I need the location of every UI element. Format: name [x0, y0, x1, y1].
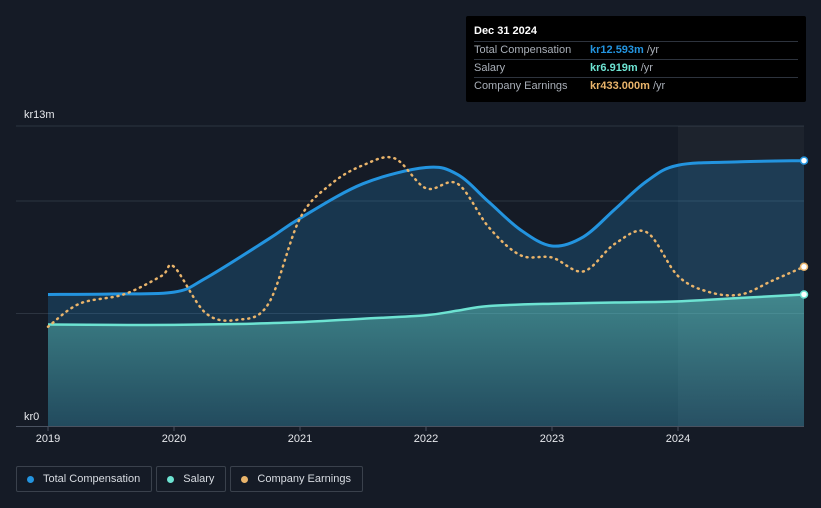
total-compensation-end-point [799, 156, 809, 165]
y-tick-label: kr0 [24, 411, 39, 423]
total-compensation-line [47, 159, 805, 296]
legend-label: Total Compensation [43, 473, 141, 485]
legend-label: Salary [183, 473, 215, 485]
legend-item-total-compensation[interactable]: Total Compensation [16, 466, 153, 492]
legend: Total Compensation Salary Company Earnin… [16, 466, 367, 492]
legend-dot-icon [167, 475, 175, 483]
tooltip-label: Salary [474, 62, 506, 74]
x-tick-label: 2020 [162, 433, 186, 445]
tooltip-row-total: Total Compensation kr12.593m /yr [474, 41, 798, 59]
legend-label: Company Earnings [257, 473, 351, 485]
x-tick-label: 2023 [540, 433, 564, 445]
y-tick-label: kr13m [24, 109, 55, 121]
tooltip-unit: /yr [646, 44, 660, 56]
tooltip-value: kr433.000m [590, 80, 650, 92]
company-earnings-end-point [799, 262, 809, 272]
tooltip-value: kr12.593m [590, 44, 644, 56]
x-tick-label: 2022 [414, 433, 438, 445]
salary-line [47, 293, 805, 327]
x-tick-label: 2024 [666, 433, 690, 445]
tooltip: Dec 31 2024 Total Compensation kr12.593m… [466, 16, 806, 102]
tooltip-unit: /yr [652, 80, 666, 92]
tooltip-date: Dec 31 2024 [474, 25, 537, 37]
tooltip-unit: /yr [640, 62, 653, 74]
legend-dot-icon [27, 475, 34, 483]
legend-item-salary[interactable]: Salary [156, 466, 227, 492]
tooltip-row-salary: Salary kr6.919m /yr [474, 59, 798, 77]
x-tick-label: 2021 [288, 433, 312, 445]
legend-item-company-earnings[interactable]: Company Earnings [230, 466, 363, 492]
tooltip-row-earnings: Company Earnings kr433.000m /yr [474, 77, 798, 95]
tooltip-value: kr6.919m [590, 62, 638, 74]
company-earnings-line [46, 155, 806, 329]
salary-area [48, 294, 804, 426]
x-tick-label: 2019 [36, 433, 60, 445]
salary-end-point [799, 290, 809, 299]
legend-dot-icon [241, 475, 249, 483]
tooltip-label: Company Earnings [474, 80, 568, 92]
tooltip-label: Total Compensation [474, 44, 572, 56]
